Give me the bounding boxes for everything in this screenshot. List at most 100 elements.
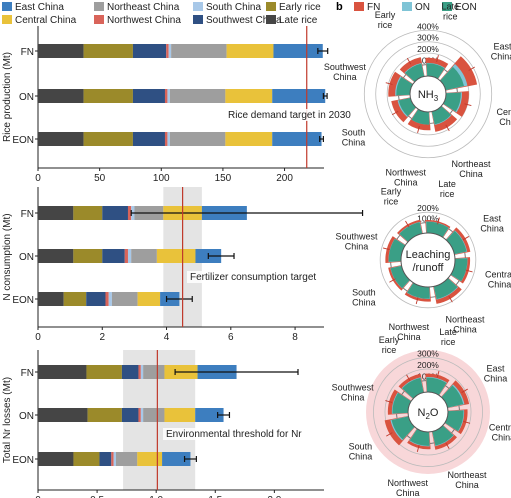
x-tick-label: 2 — [99, 332, 105, 343]
region-label-line: East — [487, 364, 506, 374]
bar-segment-eon-central-china — [137, 292, 161, 306]
legend-swatch-early-rice — [266, 2, 276, 11]
reference-annotation: Environmental threshold for Nr — [166, 429, 302, 440]
region-label-northwest-china: Northwest China — [388, 478, 429, 498]
radial-error — [468, 66, 475, 71]
region-label-line: South — [352, 288, 376, 298]
bar-segment-eon-late-rice — [38, 132, 84, 146]
legend-label-east-china: East China — [15, 2, 64, 13]
legend-swatch-east-china — [2, 2, 12, 11]
bar-segment-fn-northeast-china — [171, 44, 227, 58]
bar-segment-fn-east-china — [273, 44, 323, 58]
center-label-line: NH — [418, 89, 434, 101]
bar-segment-on-southwest-china — [102, 249, 125, 263]
radial-error — [465, 269, 473, 273]
bar-segment-eon-northwest-china — [164, 132, 168, 146]
radial-error — [436, 54, 439, 62]
bar-segment-on-northeast-china — [143, 408, 165, 422]
bar-segment-on-south-china — [127, 249, 132, 263]
bar-segment-on-east-china — [272, 89, 326, 103]
region-label-northeast-china: Northeast China — [447, 470, 487, 490]
radial-ring — [373, 357, 483, 467]
ring-label: 200% — [417, 360, 439, 370]
x-tick-label: 150 — [215, 173, 232, 184]
region-label-line: China — [491, 52, 511, 62]
radial-center — [400, 232, 456, 288]
x-tick-label: 2.0 — [267, 495, 281, 498]
region-label-line: China — [480, 224, 504, 234]
region-label-line: China — [488, 280, 511, 290]
region-label-line: Early — [379, 335, 400, 345]
legend-label-south-china: South China — [206, 2, 261, 13]
bar-segment-eon-southwest-china — [99, 452, 112, 466]
radial-error — [415, 297, 419, 305]
bar-segment-fn-northwest-china — [127, 206, 132, 220]
region-label-line: East — [483, 214, 502, 224]
category-label-on: ON — [19, 411, 34, 422]
region-label-line: China — [345, 241, 369, 251]
legend-swatch-eon — [442, 2, 452, 11]
bar-segment-fn-southwest-china — [102, 206, 128, 220]
radial-center — [407, 391, 449, 433]
bar-segment-on-central-china — [225, 89, 273, 103]
radial-bar-eon-northeast-china — [433, 278, 458, 300]
radial-bar-eon-late-rice — [426, 221, 449, 238]
annotation-background — [163, 428, 331, 440]
region-label-line: rice — [441, 337, 456, 347]
bar-segment-eon-south-china — [108, 292, 112, 306]
region-label-line: China — [349, 452, 373, 462]
region-label-line: Northeast — [451, 159, 491, 169]
region-label-line: Late — [441, 1, 459, 11]
region-label-south-china: South China — [349, 442, 373, 462]
bar-segment-on-northwest-china — [164, 89, 168, 103]
bar-chart-n-consumption-mt: 0 2 4 6 8 N consumption (Mt) FN ON EON Fertilizer… — [2, 187, 364, 343]
radial-error — [386, 432, 393, 437]
bar-segment-eon-east-china — [162, 452, 191, 466]
legend-swatch-southwest-china — [193, 15, 203, 24]
radial-error — [382, 247, 390, 251]
bar-segment-fn-southwest-china — [121, 365, 139, 379]
region-label-southwest-china: Southwest China — [332, 382, 375, 402]
region-label-line: rice — [384, 196, 399, 206]
bar-segment-fn-late-rice — [38, 44, 84, 58]
annotation-background — [187, 271, 350, 283]
radial-chart-0: 100%200%300%400%EastChinaCentralChinaNor… — [324, 1, 511, 187]
bar-chart-rice-production-mt: 0 50 100 150 200 Rice production (Mt) FN ON EON R… — [2, 26, 372, 184]
bar-segment-on-early-rice — [83, 89, 133, 103]
bar-segment-fn-south-china — [168, 44, 172, 58]
bar-segment-eon-central-china — [225, 132, 273, 146]
bar-segment-on-late-rice — [38, 249, 74, 263]
bar-segment-eon-northeast-china — [169, 132, 226, 146]
center-label-line: /runoff — [413, 262, 445, 274]
region-label-line: rice — [443, 11, 458, 21]
bar-segment-fn-northwest-china — [138, 365, 141, 379]
region-label-line: China — [333, 72, 357, 82]
region-label-line: Northwest — [385, 168, 426, 178]
region-label-northwest-china: Northwest China — [389, 322, 430, 342]
radial-bar-eon-early-rice — [399, 222, 423, 242]
legend-label-northeast-china: Northeast China — [107, 2, 180, 13]
bar-segment-fn-northeast-china — [143, 365, 165, 379]
legend-label-central-china: Central China — [15, 15, 77, 26]
category-label-eon: EON — [12, 135, 34, 146]
bar-segment-eon-east-china — [272, 132, 322, 146]
legend-swatch-northwest-china — [94, 15, 104, 24]
region-label-line: Northwest — [388, 478, 429, 488]
radial-bar-eon-central-china — [444, 410, 464, 432]
radial-bar-eon-northeast-china — [431, 106, 451, 125]
legend-label-northwest-china: Northwest China — [107, 15, 181, 26]
ring-label: 300% — [417, 348, 439, 358]
region-label-line: rice — [378, 20, 393, 30]
region-label-northwest-china: Northwest China — [385, 168, 426, 188]
bar-segment-eon-northeast-china — [111, 292, 138, 306]
x-tick-label: 6 — [228, 332, 234, 343]
radial-bar-eon-late-rice — [426, 377, 447, 396]
region-label-line: China — [397, 332, 421, 342]
legend-swatch-south-china — [193, 2, 203, 11]
region-label-northeast-china: Northeast China — [451, 159, 491, 179]
reference-annotation: Fertilizer consumption target — [190, 272, 316, 283]
panel-label-b: b — [336, 1, 343, 13]
category-label-eon: EON — [12, 455, 34, 466]
x-tick-label: 1.0 — [149, 495, 163, 498]
